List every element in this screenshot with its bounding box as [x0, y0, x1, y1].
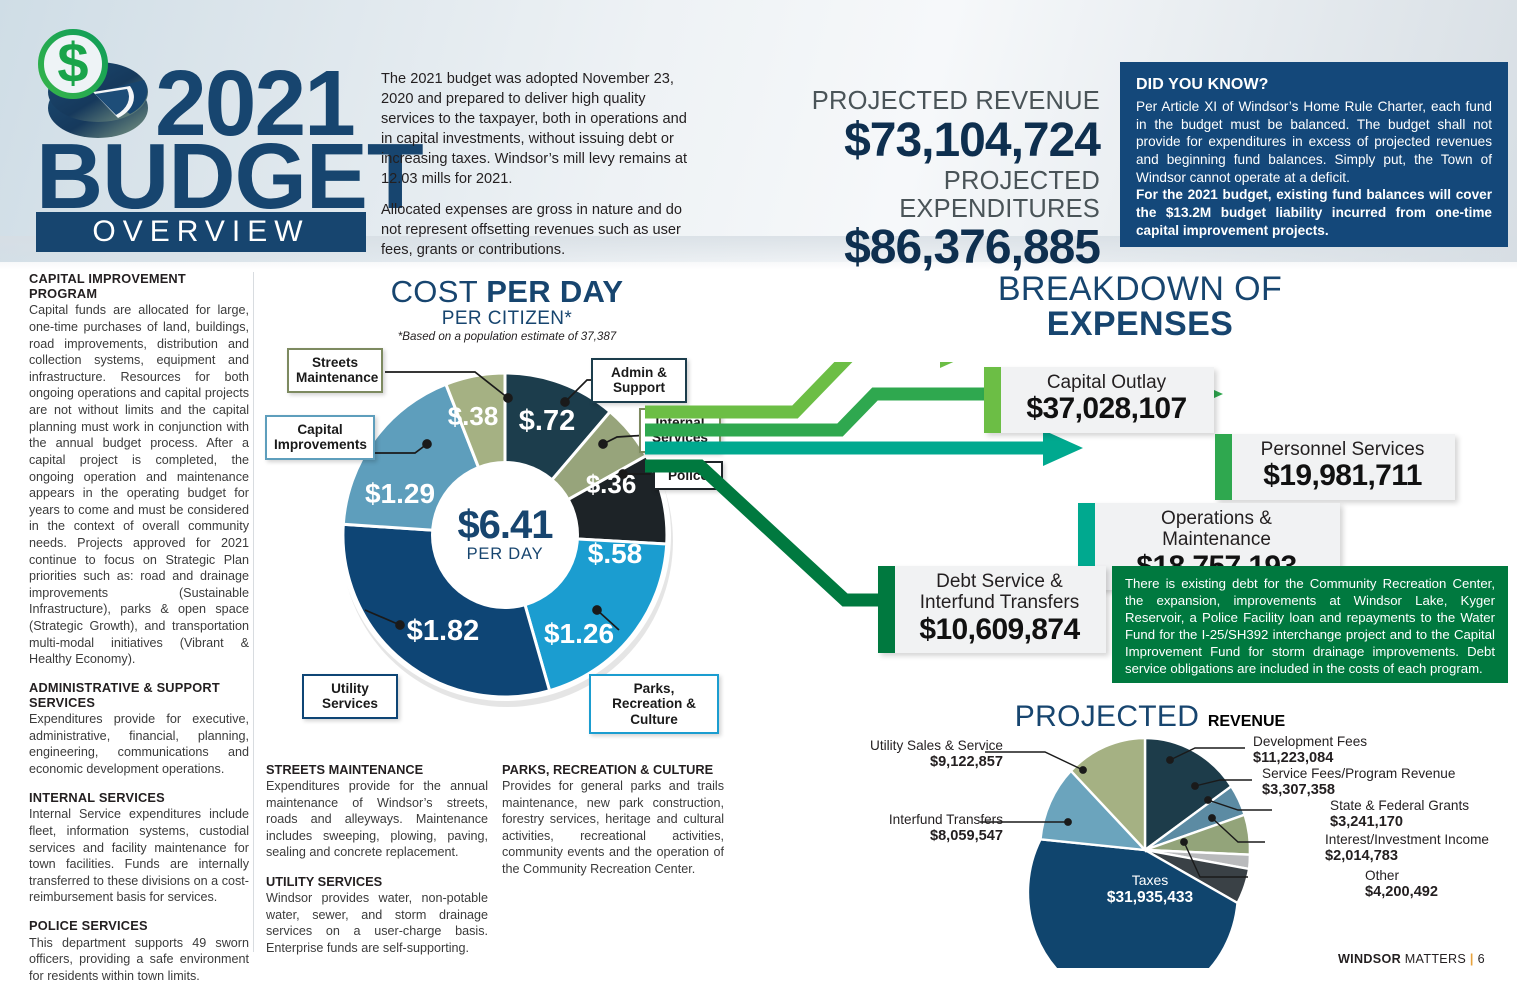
revenue-title-bold: REVENUE [1207, 713, 1286, 730]
svg-text:$.38: $.38 [448, 401, 499, 431]
revenue-label-taxes: Taxes $31,935,433 [1106, 872, 1194, 906]
expense-value-personnel-services: $19,981,711 [1263, 459, 1422, 493]
page-footer: WINDSOR MATTERS | 6 [1338, 952, 1485, 966]
svg-text:$: $ [57, 31, 88, 94]
did-you-know-body: Per Article XI of Windsor’s Home Rule Ch… [1136, 99, 1492, 185]
callout-admin-support: Admin & Support [591, 358, 687, 403]
expense-name-personnel-services: Personnel Services [1260, 439, 1425, 460]
expense-bar-capital-outlay [984, 367, 1001, 433]
sidebar-body-police: This department supports 49 sworn office… [29, 935, 249, 983]
expense-bar-debt-service [878, 566, 895, 653]
expenses-header: BREAKDOWN OF EXPENSES [950, 270, 1330, 344]
expense-name-capital-outlay: Capital Outlay [1046, 372, 1167, 393]
intro-text: The 2021 budget was adopted November 23,… [381, 70, 699, 272]
cost-per-day-donut-chart: $.72 $.36 $.58 $1.26 $1.82 $1.29 $.38 [327, 367, 683, 712]
svg-text:$.36: $.36 [586, 469, 637, 499]
revenue-header: PROJECTED REVENUE [940, 700, 1360, 734]
projected-expenditures-value: $86,376,885 [844, 221, 1101, 275]
expenses-title-line1: BREAKDOWN OF [997, 270, 1283, 308]
expense-box-capital-outlay: Capital Outlay $37,028,107 [984, 367, 1214, 433]
expenses-title-line2: EXPENSES [1046, 305, 1234, 344]
callout-utility-services: Utility Services [302, 674, 398, 719]
revenue-label-state-federal-grants: State & Federal Grants $3,241,170 [1330, 798, 1470, 831]
sidebar-text-column: CAPITAL IMPROVEMENT PROGRAM Capital fund… [29, 271, 249, 988]
projected-revenue-value: $73,104,724 [844, 113, 1101, 167]
title-overview: OVERVIEW [36, 212, 366, 252]
bottom-heading-utility: UTILITY SERVICES [266, 874, 383, 890]
svg-text:$1.29: $1.29 [365, 478, 435, 509]
svg-text:$.58: $.58 [588, 538, 643, 569]
sidebar-body-capital: Capital funds are allocated for large, o… [29, 303, 249, 667]
expense-name-operations-maintenance: Operations & Maintenance [1161, 508, 1272, 551]
svg-text:$.72: $.72 [519, 405, 575, 437]
debt-service-note: There is existing debt for the Community… [1112, 566, 1508, 683]
projected-figures: PROJECTED REVENUE $73,104,724 PROJECTED … [808, 87, 1101, 276]
sidebar-body-admin: Expenditures provide for executive, admi… [29, 712, 249, 777]
expense-value-debt-service: $10,609,874 [919, 612, 1080, 646]
projected-revenue-pie-chart [1025, 738, 1265, 968]
svg-text:$1.82: $1.82 [407, 615, 480, 647]
bottom-column-parks: PARKS, RECREATION & CULTURE Provides for… [502, 762, 724, 891]
revenue-label-utility-sales: Utility Sales & Service $9,122,857 [870, 738, 1003, 771]
budget-logo-icon: $ [26, 22, 176, 162]
expense-box-personnel-services: Personnel Services $19,981,711 [1215, 434, 1455, 500]
expense-box-debt-service: Debt Service & Interfund Transfers $10,6… [878, 566, 1106, 653]
did-you-know-body-bold: For the 2021 budget, existing fund balan… [1136, 187, 1492, 238]
sidebar-divider [253, 272, 254, 952]
did-you-know-title: DID YOU KNOW? [1136, 76, 1269, 93]
sidebar-heading-capital: CAPITAL IMPROVEMENT PROGRAM [29, 271, 186, 301]
bottom-heading-streets: STREETS MAINTENANCE [266, 762, 424, 777]
sidebar-heading-admin: ADMINISTRATIVE & SUPPORT SERVICES [29, 679, 220, 710]
donut-footnote: *Based on a population estimate of 37,38… [397, 330, 617, 344]
bottom-body-parks: Provides for general parks and trails ma… [502, 779, 724, 877]
expense-value-capital-outlay: $37,028,107 [1026, 392, 1187, 426]
projected-revenue-label: PROJECTED REVENUE [811, 87, 1100, 115]
revenue-label-development-fees: Development Fees $11,223,084 [1253, 734, 1368, 767]
callout-parks-recreation-culture: Parks, Recreation & Culture [589, 674, 719, 735]
bottom-body-streets: Expenditures provide for the annual main… [266, 779, 488, 860]
callout-capital-improvements: Capital Improvements [265, 415, 375, 460]
footer-brand-light: MATTERS [1400, 952, 1467, 966]
footer-brand-bold: WINDSOR [1338, 952, 1401, 966]
svg-text:$1.26: $1.26 [544, 618, 614, 649]
bottom-column-streets-utility: STREETS MAINTENANCE Expenditures provide… [266, 762, 488, 969]
revenue-label-interest-investment-income: Interest/Investment Income $2,014,783 [1325, 832, 1489, 865]
donut-title: COST PER DAY [390, 274, 624, 309]
expense-name-debt-service: Debt Service & Interfund Transfers [919, 571, 1080, 614]
revenue-label-other: Other $4,200,492 [1365, 868, 1439, 901]
intro-paragraph-1: The 2021 budget was adopted November 23,… [381, 71, 688, 187]
expense-bar-personnel-services [1215, 434, 1232, 500]
revenue-title-light: PROJECTED [1014, 700, 1208, 733]
projected-expenditures-label: PROJECTED EXPENDITURES [899, 167, 1100, 223]
revenue-label-interfund-transfers: Interfund Transfers $8,059,547 [888, 812, 1003, 845]
sidebar-heading-police: POLICE SERVICES [29, 918, 148, 934]
did-you-know-box: DID YOU KNOW? Per Article XI of Windsor’… [1120, 62, 1508, 247]
footer-page-number: 6 [1477, 952, 1485, 966]
footer-separator: | [1469, 952, 1474, 966]
title-year: 2021 [155, 51, 356, 155]
bottom-heading-parks: PARKS, RECREATION & CULTURE [502, 762, 714, 777]
title-budget: BUDGET [36, 124, 424, 228]
donut-chart-header: COST PER DAY PER CITIZEN* *Based on a po… [372, 274, 642, 344]
callout-streets-maintenance: Streets Maintenance [287, 348, 383, 393]
intro-paragraph-2: Allocated expenses are gross in nature a… [381, 201, 682, 258]
sidebar-heading-internal: INTERNAL SERVICES [29, 789, 165, 805]
revenue-label-service-fees: Service Fees/Program Revenue $3,307,358 [1262, 766, 1456, 799]
sidebar-body-internal: Internal Service expenditures include fl… [29, 807, 249, 905]
bottom-body-utility: Windsor provides water, non-potable wate… [266, 891, 488, 955]
donut-subtitle: PER CITIZEN* [441, 307, 573, 329]
